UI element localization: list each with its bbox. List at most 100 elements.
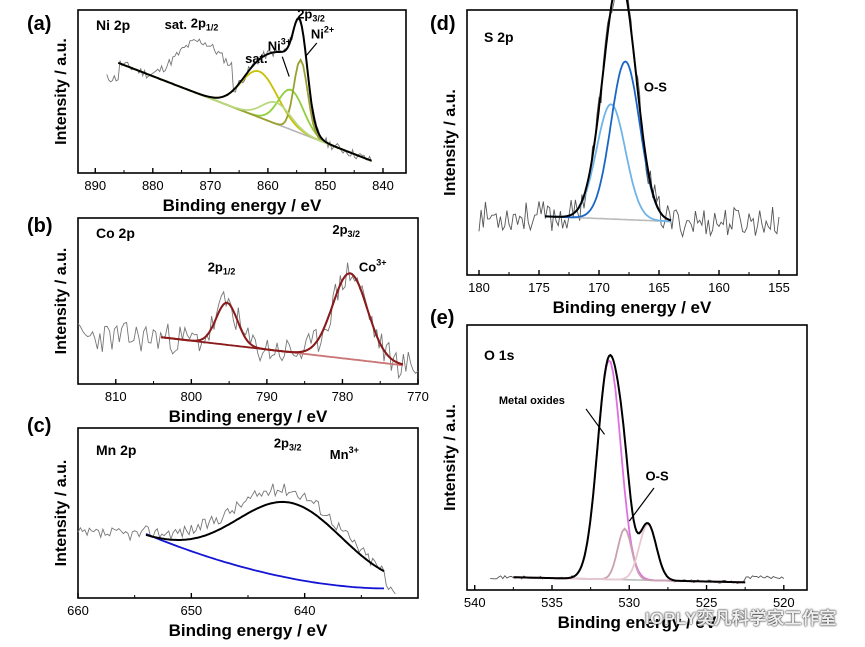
plot-frame: [77, 217, 419, 385]
watermark: IOPLY奕凡科学家工作室: [645, 609, 837, 628]
annotation-text: Metal oxides: [499, 395, 565, 407]
annotation: Metal oxides: [499, 395, 565, 407]
x-tick-label: 160: [708, 280, 730, 295]
y-axis-label: Intensity / a.u.: [53, 38, 70, 145]
x-tick-label: 860: [257, 178, 279, 193]
x-tick-label: 780: [332, 389, 354, 404]
x-axis-label: Binding energy / eV: [163, 196, 322, 215]
annotation: O-S: [646, 468, 669, 483]
x-tick-label: 155: [768, 280, 790, 295]
plot-frame: [466, 324, 808, 591]
plot-frame: [466, 9, 798, 276]
annotation: sat.: [165, 17, 187, 32]
panel-label: (c): [27, 415, 51, 437]
annotation-superscript: 3+: [281, 37, 291, 47]
annotation: 2p3/2: [332, 222, 360, 239]
arrow-ni3: [281, 56, 290, 77]
annotation-subscript: 1/2: [206, 23, 219, 33]
envelope-fit: [160, 272, 404, 366]
x-tick-label: 650: [180, 603, 202, 618]
annotation: Ni3+: [268, 37, 291, 54]
arrow-ni2: [304, 42, 318, 58]
annotation-subscript: 3/2: [289, 443, 302, 453]
raw-spectrum: [478, 0, 780, 239]
panel-e: 540 535 530 525 520 Binding energy / eV Intens…: [430, 307, 808, 632]
annotation: sat.: [245, 51, 267, 66]
annotation-text: Ni: [311, 26, 324, 41]
annotation-text: Mn: [330, 447, 349, 462]
x-tick-label: 540: [464, 595, 486, 610]
envelope-fit: [117, 16, 372, 162]
y-axis-label: Intensity / a.u.: [53, 248, 70, 355]
background-line: [145, 533, 384, 590]
x-tick-label: 180: [468, 280, 490, 295]
raw-spectrum: [490, 354, 785, 585]
annotation: O-S: [644, 79, 667, 94]
annotation: 2p3/2: [274, 436, 302, 453]
annotation: 2p1/2: [208, 260, 236, 277]
annotation-superscript: 3+: [349, 445, 359, 455]
x-tick-label: 170: [588, 280, 610, 295]
x-tick-label: 175: [528, 280, 550, 295]
annotation-text: Co: [359, 260, 376, 275]
x-tick-label: 640: [294, 603, 316, 618]
annotation: 2p1/2: [191, 16, 219, 33]
annotation-subscript: 3/2: [348, 229, 361, 239]
panel-c: 660 650 640 Binding energy / eV Intensity / …: [27, 415, 419, 640]
panel-label: (a): [27, 13, 51, 35]
x-tick-label: 660: [67, 603, 89, 618]
x-tick-label: 165: [648, 280, 670, 295]
annotation-superscript: 2+: [324, 24, 334, 34]
x-tick-label: 525: [696, 595, 718, 610]
panel-title: Mn 2p: [96, 442, 136, 458]
x-tick-label: 790: [256, 389, 278, 404]
x-tick-label: 890: [84, 178, 106, 193]
raw-spectrum: [77, 483, 396, 595]
annotation-text: sat.: [165, 17, 187, 32]
envelope-fit: [544, 0, 672, 222]
y-axis-label: Intensity / a.u.: [442, 89, 459, 196]
x-tick-label: 800: [180, 389, 202, 404]
annotation-text: 2p: [274, 436, 289, 451]
envelope-fit: [145, 500, 385, 573]
x-tick-label: 535: [541, 595, 563, 610]
plot-frame: [77, 9, 407, 174]
x-axis-label: Binding energy / eV: [169, 407, 328, 426]
annotation-text: sat.: [245, 51, 267, 66]
raw-spectrum: [77, 262, 419, 380]
annotation: Mn3+: [330, 445, 359, 462]
x-tick-label: 880: [142, 178, 164, 193]
x-axis-label: Binding energy / eV: [169, 621, 328, 640]
raw-spectrum: [106, 17, 372, 162]
panel-label: (d): [430, 13, 456, 35]
panel-title: Co 2p: [96, 225, 135, 241]
panel-a: 890 880 870 860 850 840 Binding energy / eV Int…: [27, 6, 407, 215]
x-tick-label: 850: [315, 178, 337, 193]
y-axis-label: Intensity / a.u.: [442, 404, 459, 511]
x-tick-label: 520: [773, 595, 795, 610]
panel-label: (b): [27, 215, 53, 237]
envelope-fit: [513, 353, 746, 584]
annotation-text: 2p: [297, 6, 312, 21]
x-axis-label: Binding energy / eV: [553, 298, 712, 317]
annotation-text: 2p: [208, 260, 223, 275]
peak-fit: [513, 359, 746, 584]
peak-fit: [544, 103, 671, 223]
annotation-text: 2p: [191, 16, 206, 31]
y-axis-label: Intensity / a.u.: [53, 460, 70, 567]
arrow-metal-oxides: [585, 408, 606, 435]
annotation-subscript: 1/2: [223, 267, 236, 277]
x-axis-label: Binding energy / eV: [558, 613, 717, 632]
annotation-text: 2p: [332, 222, 347, 237]
panel-title: O 1s: [484, 347, 515, 363]
panel-title: S 2p: [484, 29, 514, 45]
x-tick-label: 530: [618, 595, 640, 610]
panel-b: 810 800 790 780 770 Binding energy / eV Intens…: [27, 215, 429, 426]
annotation-subscript: 3/2: [312, 13, 325, 23]
annotation: 2p3/2: [297, 6, 325, 23]
panel-d: 180 175 170 165 160 155 Binding energy / eV Int…: [430, 0, 798, 317]
arrow-o-s: [628, 487, 655, 522]
x-tick-label: 770: [407, 389, 429, 404]
panel-title: Ni 2p: [96, 17, 130, 33]
annotation: Ni2+: [311, 24, 334, 41]
